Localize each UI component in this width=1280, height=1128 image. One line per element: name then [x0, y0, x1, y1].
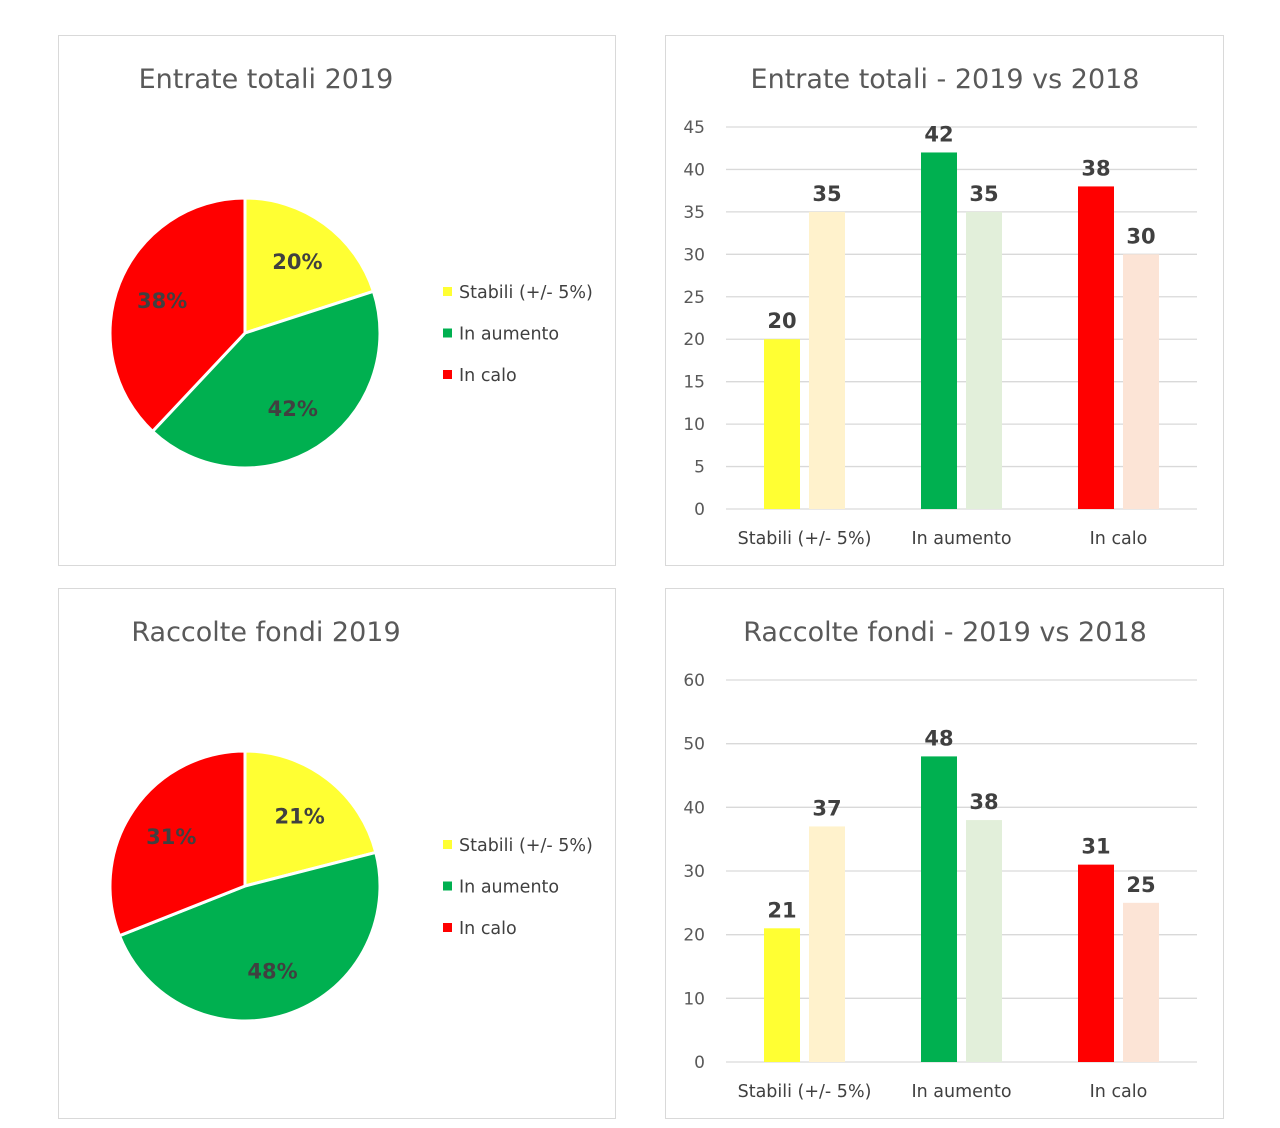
pie-label-aumento: 42%: [268, 397, 318, 421]
legend-swatch-stabili: [443, 287, 452, 296]
bar-label-stabili-2019: 20: [767, 309, 796, 333]
pie-chart-raccolte: Raccolte fondi 2019 21% 48% 31% Stabili (+/-…: [108, 617, 593, 1023]
bar-aumento-2019: [921, 152, 957, 509]
bar-stabili-2019: [764, 928, 800, 1062]
x-category-label-stabili: Stabili (+/- 5%): [738, 529, 872, 549]
pie-label-calo: 31%: [146, 825, 196, 849]
y-tick-label: 45: [683, 118, 705, 138]
y-tick-label: 10: [683, 415, 705, 435]
pie-label-stabili: 21%: [274, 805, 324, 829]
bar-label-stabili-2018: 35: [812, 182, 841, 206]
bar-label-calo-2018: 25: [1126, 873, 1155, 897]
legend-label-calo: In calo: [459, 366, 517, 386]
bar-aumento-2018: [966, 211, 1002, 509]
pie-panel-entrate: Entrate totali 2019 20% 42% 38% Stabili (+/-…: [58, 35, 616, 566]
pie-slice-stabili: [243, 749, 378, 888]
bar-chart-raccolte: Raccolte fondi - 2019 vs 2018 0 10 20 30 40 50…: [683, 617, 1197, 1102]
legend-swatch-calo: [443, 923, 452, 932]
pie-panel-raccolte: Raccolte fondi 2019 21% 48% 31% Stabili (+/-…: [58, 588, 616, 1119]
y-tick-label: 20: [683, 330, 705, 350]
chart-title: Raccolte fondi - 2019 vs 2018: [743, 617, 1147, 648]
bar-label-calo-2019: 38: [1081, 156, 1110, 180]
chart-title: Raccolte fondi 2019: [131, 617, 400, 648]
bar-calo-2018: [1123, 902, 1159, 1062]
bar-label-stabili-2019: 21: [767, 898, 796, 922]
bar-calo-2019: [1078, 864, 1114, 1062]
y-tick-label: 0: [694, 1053, 705, 1073]
chart-title: Entrate totali - 2019 vs 2018: [751, 64, 1140, 95]
pie-slice-stabili: [243, 196, 376, 336]
legend-label-aumento: In aumento: [459, 878, 559, 898]
x-category-label-calo: In calo: [1090, 529, 1148, 549]
bar-calo-2018: [1123, 254, 1159, 509]
bar-label-aumento-2019: 42: [924, 122, 953, 146]
y-tick-label: 30: [683, 862, 705, 882]
bar-stabili-2018: [809, 211, 845, 509]
y-tick-label: 5: [694, 458, 705, 478]
bar-panel-raccolte: Raccolte fondi - 2019 vs 2018 0 10 20 30 40 50…: [665, 588, 1224, 1119]
y-tick-label: 0: [694, 500, 705, 520]
bar-label-aumento-2018: 38: [969, 790, 998, 814]
bar-aumento-2018: [966, 820, 1002, 1062]
pie-slice-aumento: [150, 289, 382, 470]
y-tick-label: 30: [683, 245, 705, 265]
legend-swatch-calo: [443, 370, 452, 379]
bar-label-calo-2018: 30: [1126, 224, 1155, 248]
legend-label-stabili: Stabili (+/- 5%): [459, 836, 593, 856]
bar-stabili-2019: [764, 339, 800, 509]
bar-aumento-2019: [921, 756, 957, 1062]
bar-label-stabili-2018: 37: [812, 796, 841, 820]
bar-label-aumento-2019: 48: [924, 726, 953, 750]
bar-label-calo-2019: 31: [1081, 835, 1110, 859]
pie-label-aumento: 48%: [247, 960, 297, 984]
pie-slice-aumento: [117, 850, 382, 1023]
bar-label-aumento-2018: 35: [969, 182, 998, 206]
y-tick-label: 60: [683, 671, 705, 691]
y-tick-label: 40: [683, 160, 705, 180]
y-tick-label: 20: [683, 926, 705, 946]
y-tick-label: 10: [683, 989, 705, 1009]
legend-label-stabili: Stabili (+/- 5%): [459, 283, 593, 303]
pie-label-stabili: 20%: [272, 250, 322, 274]
x-category-label-calo: In calo: [1090, 1082, 1148, 1102]
bar-chart-entrate: Entrate totali - 2019 vs 2018 0 5 10 15 20 25 3…: [683, 64, 1197, 549]
y-tick-label: 50: [683, 735, 705, 755]
y-tick-label: 35: [683, 203, 705, 223]
legend-label-calo: In calo: [459, 919, 517, 939]
chart-title: Entrate totali 2019: [139, 64, 394, 95]
bar-stabili-2018: [809, 826, 845, 1062]
pie-slice-calo: [108, 749, 247, 938]
y-tick-label: 25: [683, 288, 705, 308]
legend-swatch-aumento: [443, 328, 452, 338]
legend-swatch-stabili: [443, 840, 452, 849]
y-tick-label: 15: [683, 373, 705, 393]
pie-chart-entrate: Entrate totali 2019 20% 42% 38% Stabili (+/-…: [108, 64, 593, 470]
legend-label-aumento: In aumento: [459, 325, 559, 345]
bar-calo-2019: [1078, 186, 1114, 509]
x-category-label-aumento: In aumento: [911, 529, 1011, 549]
x-category-label-aumento: In aumento: [911, 1082, 1011, 1102]
bar-panel-entrate: Entrate totali - 2019 vs 2018 0 5 10 15 20 25 3…: [665, 35, 1224, 566]
x-category-label-stabili: Stabili (+/- 5%): [738, 1082, 872, 1102]
pie-label-calo: 38%: [137, 289, 187, 313]
y-tick-label: 40: [683, 798, 705, 818]
legend-swatch-aumento: [443, 881, 452, 891]
pie-slice-calo: [108, 196, 247, 434]
